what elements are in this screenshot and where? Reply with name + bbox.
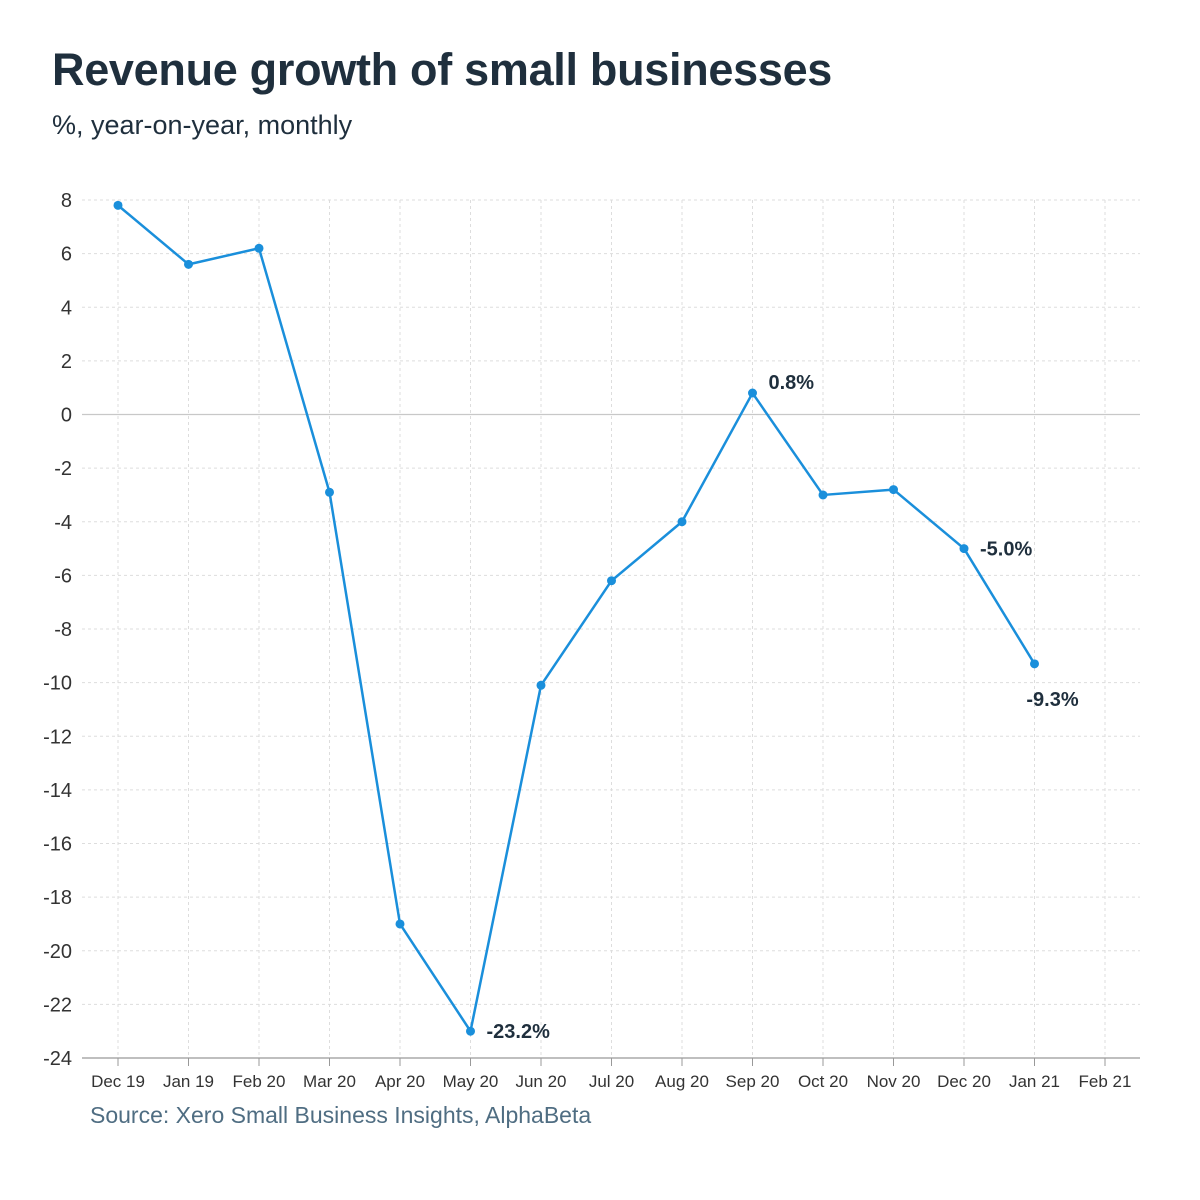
y-tick-label: -14: [43, 780, 72, 802]
x-tick-label: Dec 19: [91, 1072, 145, 1091]
x-tick-label: Jan 21: [1009, 1072, 1060, 1091]
data-label: -5.0%: [980, 539, 1032, 561]
data-point: [818, 490, 828, 500]
y-tick-label: -2: [54, 458, 72, 480]
chart-title: Revenue growth of small businesses: [52, 44, 833, 95]
x-tick-label: Nov 20: [867, 1072, 921, 1091]
y-axis-ticks: 8 6 4 2 0 -2 -4 -6 -8 -10 -12 -14 -16 -18 -20 -22 -24: [43, 190, 72, 1070]
data-point: [184, 259, 193, 269]
y-tick-label: -12: [43, 726, 72, 748]
y-tick-label: -6: [54, 565, 72, 587]
x-tick-label: Mar 20: [303, 1072, 356, 1091]
y-tick-label: 6: [61, 244, 72, 266]
y-tick-label: 4: [61, 297, 72, 319]
x-tick-label: Feb 20: [233, 1072, 286, 1091]
y-tick-label: -22: [43, 994, 72, 1016]
data-point: [254, 243, 264, 253]
y-tick-label: -10: [43, 673, 72, 695]
data-label: -9.3%: [1026, 689, 1078, 711]
data-point: [1030, 659, 1039, 669]
data-label: -23.2%: [487, 1021, 551, 1043]
y-tick-label: -8: [54, 619, 72, 641]
x-tick-label: Jun 20: [515, 1072, 566, 1091]
y-tick-label: -4: [54, 512, 72, 534]
series-line: [117, 204, 1036, 1033]
grid-lines: [82, 199, 1140, 1058]
data-point: [113, 200, 123, 210]
y-tick-label: 8: [61, 190, 72, 212]
x-tick-label: Feb 21: [1079, 1072, 1132, 1091]
chart-subtitle: %, year-on-year, monthly: [52, 110, 353, 140]
data-label: 0.8%: [769, 372, 815, 394]
x-tick-label: Aug 20: [655, 1072, 709, 1091]
x-tick-label: Sep 20: [726, 1072, 780, 1091]
data-point: [748, 388, 757, 398]
data-point: [395, 919, 405, 929]
x-tick-label: Jan 19: [163, 1072, 214, 1091]
x-axis-ticks: Dec 19 Jan 19 Feb 20 Mar 20 Apr 20 May 20 Jun …: [91, 1058, 1131, 1091]
x-tick-label: Dec 20: [937, 1072, 991, 1091]
y-tick-label: 0: [61, 405, 72, 427]
data-point: [677, 517, 687, 527]
data-point: [536, 680, 546, 690]
data-point: [466, 1026, 475, 1036]
y-tick-label: -24: [43, 1048, 72, 1070]
data-labels: -23.2% 0.8% -5.0% -9.3%: [487, 372, 1079, 1043]
data-point: [959, 544, 969, 554]
chart-source: Source: Xero Small Business Insights, Al…: [90, 1102, 592, 1128]
y-tick-label: 2: [61, 351, 72, 373]
y-tick-label: -16: [43, 834, 72, 856]
data-point: [325, 487, 334, 497]
x-tick-label: Jul 20: [589, 1072, 634, 1091]
y-tick-label: -20: [43, 941, 72, 963]
x-tick-label: May 20: [443, 1072, 499, 1091]
data-point: [889, 485, 898, 495]
x-tick-label: Oct 20: [798, 1072, 848, 1091]
y-tick-label: -18: [43, 887, 72, 909]
x-tick-label: Apr 20: [375, 1072, 425, 1091]
series-group: [113, 200, 1039, 1036]
data-point: [607, 576, 616, 586]
